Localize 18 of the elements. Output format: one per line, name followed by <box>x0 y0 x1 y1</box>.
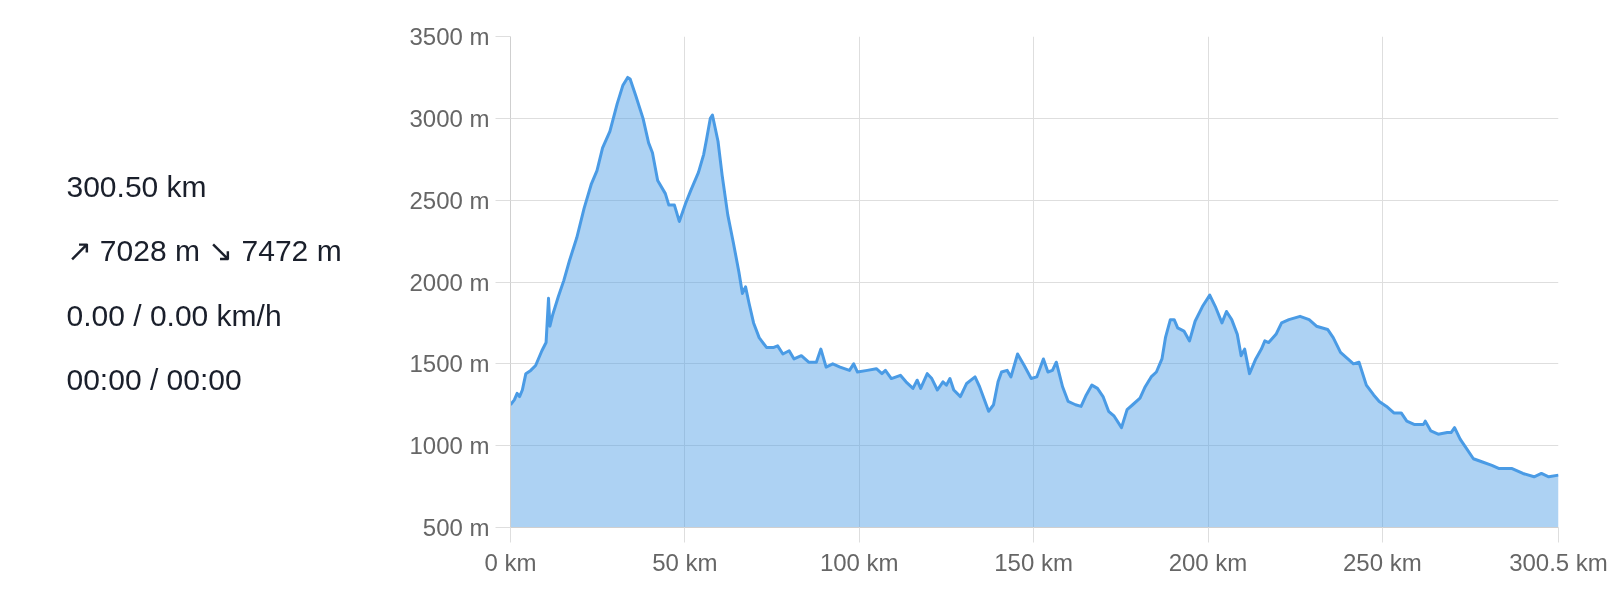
text: 300.50 km <box>66 169 207 203</box>
x-tick-label: 150 km <box>994 548 1073 576</box>
x-tick-label: 0 km <box>484 548 537 576</box>
y-tick-label: 3500 m <box>409 23 490 50</box>
x-tick-label: 200 km <box>1168 548 1248 576</box>
x-tick-label: 100 km <box>819 548 899 576</box>
y-tick-label: 3000 m <box>409 104 490 132</box>
text: ↗ 7028 m ↘ 7472 m <box>66 234 342 268</box>
y-tick-label: 1000 m <box>409 432 490 460</box>
x-tick-label: 250 km <box>1343 548 1422 576</box>
y-tick-label: 1500 m <box>409 350 490 378</box>
y-tick-label: 2500 m <box>409 186 490 214</box>
y-tick-label: 2000 m <box>409 268 490 296</box>
x-tick-label: 300.5 km <box>1509 548 1608 576</box>
text: 0.00 / 0.00 km/h <box>66 298 282 332</box>
text: 00:00 / 00:00 <box>66 362 242 396</box>
y-tick-label: 500 m <box>422 514 490 541</box>
x-tick-label: 50 km <box>652 548 718 576</box>
